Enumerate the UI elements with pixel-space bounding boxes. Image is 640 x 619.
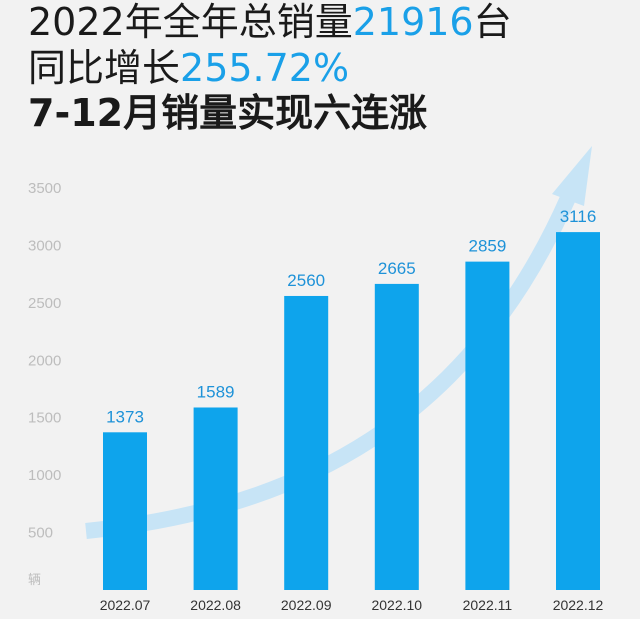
x-tick-label: 2022.10 — [371, 597, 422, 613]
bars — [103, 232, 600, 590]
bar-value-label: 2859 — [468, 237, 506, 256]
yoy-growth-label: 同比增长 — [28, 46, 181, 90]
bar — [465, 261, 510, 590]
y-tick-label: 3000 — [28, 237, 61, 254]
y-tick-label: 3500 — [28, 180, 61, 197]
yoy-growth-value: 255.72% — [180, 46, 350, 90]
bar-value-label: 1373 — [106, 407, 144, 426]
y-tick-label: 500 — [28, 525, 53, 542]
x-tick-label: 2022.07 — [100, 597, 151, 613]
x-tick-label: 2022.08 — [190, 597, 241, 613]
y-tick-label: 2500 — [28, 295, 61, 312]
growth-arrow-shaft — [85, 194, 576, 539]
bar-value-label: 1589 — [197, 382, 235, 401]
growth-arrow — [85, 146, 592, 539]
bar — [103, 432, 147, 590]
headline-line-3: 7-12月销量实现六连涨 — [28, 91, 428, 135]
y-tick-label: 1500 — [28, 410, 61, 427]
headline-line-1: 2022年全年总销量21916台 — [28, 0, 512, 44]
x-tick-label: 2022.09 — [281, 597, 332, 613]
total-sales-unit: 台 — [473, 0, 512, 44]
y-tick-label: 2000 — [28, 352, 61, 369]
growth-arrow-head — [552, 146, 592, 206]
x-tick-label: 2022.12 — [553, 597, 604, 613]
total-sales-label: 2022年全年总销量 — [28, 0, 353, 44]
y-tick-label: 1000 — [28, 467, 61, 484]
bar-value-label: 2665 — [378, 259, 416, 278]
x-tick-label: 2022.11 — [463, 597, 513, 613]
bar-value-label: 3116 — [560, 207, 597, 226]
y-axis-unit: 辆 — [28, 573, 41, 588]
x-axis: 2022.07 2022.08 2022.09 2022.10 2022.11 2022.… — [100, 597, 604, 613]
bar — [284, 295, 329, 590]
bar — [193, 407, 238, 590]
data-labels: 1373 1589 2560 2665 2859 3116 — [106, 207, 596, 426]
bar — [374, 283, 419, 590]
bar — [556, 232, 600, 590]
y-axis: 500 1000 1500 2000 2500 3000 3500 — [28, 180, 61, 542]
total-sales-value: 21916 — [352, 0, 474, 44]
headline-line-2: 同比增长255.72% — [28, 46, 349, 90]
bar-value-label: 2560 — [287, 271, 325, 290]
